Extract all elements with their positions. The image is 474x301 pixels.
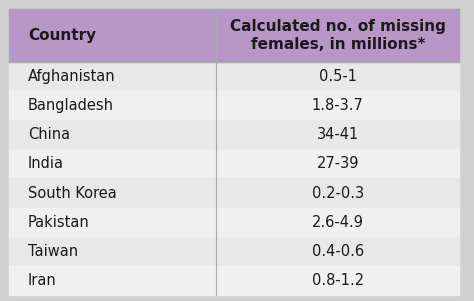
Bar [9, 208, 216, 237]
Text: Country: Country [28, 28, 96, 43]
Text: 0.2-0.3: 0.2-0.3 [312, 185, 364, 200]
Bar [216, 266, 459, 295]
Text: 0.5-1: 0.5-1 [319, 69, 357, 84]
Bar [216, 62, 459, 91]
Bar [216, 91, 459, 120]
Text: China: China [28, 127, 70, 142]
Text: Afghanistan: Afghanistan [28, 69, 116, 84]
Text: 0.8-1.2: 0.8-1.2 [312, 273, 364, 288]
Bar [216, 208, 459, 237]
Bar [9, 266, 216, 295]
Bar [9, 149, 216, 178]
Bar [216, 9, 459, 62]
Text: 0.4-0.6: 0.4-0.6 [312, 244, 364, 259]
Bar [216, 120, 459, 149]
Bar [216, 149, 459, 178]
Text: Bangladesh: Bangladesh [28, 98, 114, 113]
Text: 34-41: 34-41 [317, 127, 359, 142]
Bar [9, 9, 216, 62]
Bar [9, 120, 216, 149]
Bar [9, 237, 216, 266]
Text: 1.8-3.7: 1.8-3.7 [312, 98, 364, 113]
Text: 27-39: 27-39 [317, 157, 359, 171]
Text: Pakistan: Pakistan [28, 215, 90, 230]
Bar [216, 178, 459, 208]
Text: South Korea: South Korea [28, 185, 117, 200]
Text: India: India [28, 157, 64, 171]
Text: Calculated no. of missing
females, in millions*: Calculated no. of missing females, in mi… [230, 19, 446, 52]
Text: 2.6-4.9: 2.6-4.9 [312, 215, 364, 230]
Bar [9, 91, 216, 120]
Text: Iran: Iran [28, 273, 57, 288]
Text: Taiwan: Taiwan [28, 244, 78, 259]
Bar [216, 237, 459, 266]
Bar [9, 62, 216, 91]
Bar [9, 178, 216, 208]
